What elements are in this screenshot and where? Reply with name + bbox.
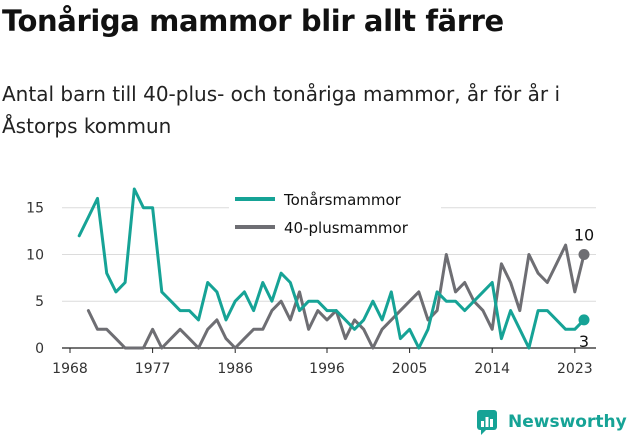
x-tick-label: 2005 (392, 361, 428, 377)
chart-title: Tonåriga mammor blir allt färre (2, 4, 504, 38)
y-tick-label: 5 (35, 294, 44, 310)
y-axis: 0 5 10 15 (26, 201, 44, 357)
end-label-40-plusmammor: 10 (574, 226, 594, 245)
series-lines (77, 187, 590, 350)
brand-name: Newsworthy (508, 412, 627, 432)
end-label-tonarsmammor: 3 (579, 332, 589, 351)
x-tick-label: 2023 (557, 361, 593, 377)
legend: Tonårsmammor 40-plusmammor (229, 186, 441, 240)
y-tick-label: 15 (26, 201, 44, 217)
legend-label-40-plusmammor: 40-plusmammor (284, 219, 409, 237)
x-tick-label: 1996 (309, 361, 345, 377)
series-line-40-plusmammor (86, 243, 586, 350)
x-tick-label: 2014 (474, 361, 510, 377)
y-tick-label: 10 (26, 247, 44, 263)
brand: Newsworthy (476, 409, 627, 435)
series-line-tonarsmammor (77, 187, 586, 350)
legend-background (229, 186, 441, 240)
chart-subtitle: Antal barn till 40-plus- och tonåriga ma… (2, 82, 561, 138)
newsworthy-logo-icon (477, 410, 497, 435)
legend-label-tonarsmammor: Tonårsmammor (283, 191, 402, 209)
x-tick-label: 1977 (135, 361, 171, 377)
end-labels: 10 3 (574, 226, 594, 351)
x-tick-label: 1968 (52, 361, 88, 377)
x-tick-label: 1986 (217, 361, 253, 377)
y-tick-label: 0 (35, 341, 44, 357)
end-point-tonarsmammor (578, 314, 590, 326)
end-point-40-plusmammor (578, 249, 590, 260)
x-axis: 1968 1977 1986 1996 2005 2014 2023 (52, 347, 596, 377)
